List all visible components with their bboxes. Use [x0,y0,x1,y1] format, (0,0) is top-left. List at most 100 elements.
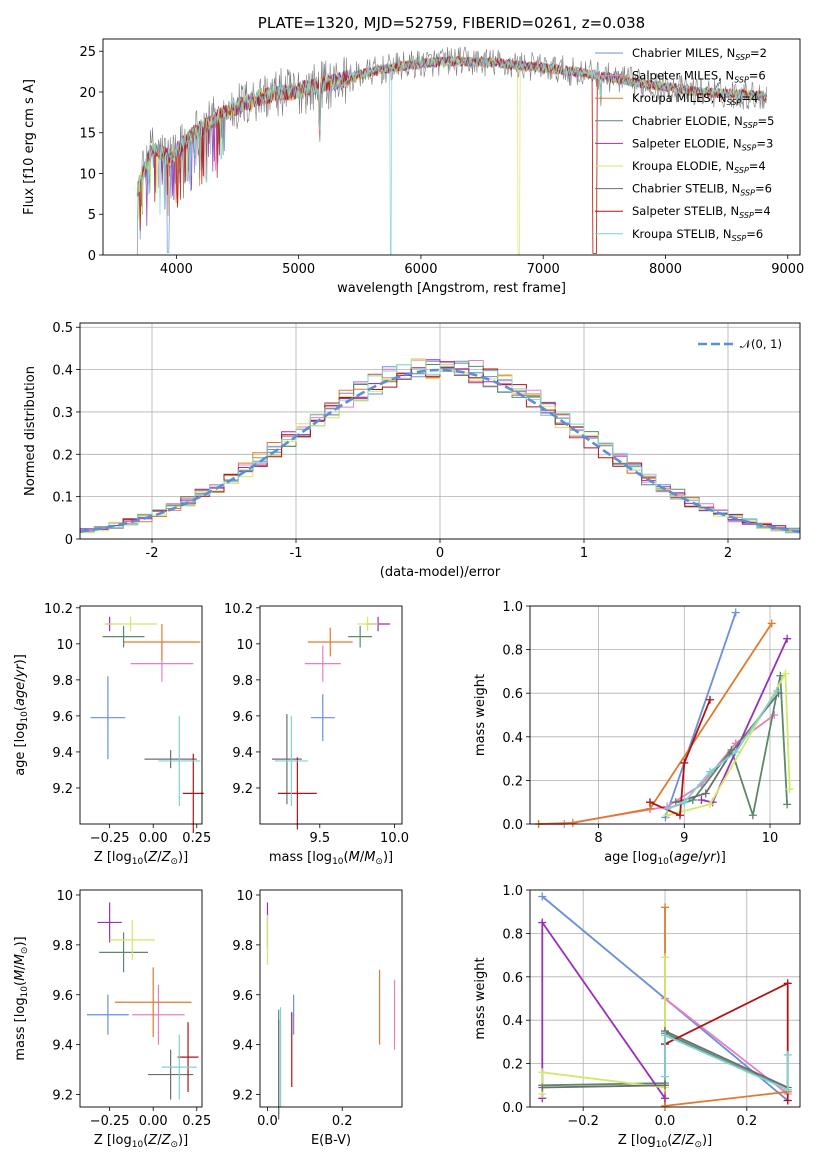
axes-frame [529,605,801,825]
axes-frame [529,889,801,1108]
y-tick-label: 10 [236,638,253,653]
x-axis-label: mass [log10(M/M⊙)] [269,850,393,867]
y-tick-label: 9.8 [232,674,253,689]
legend-label-1: Salpeter MILES, NSSP=6 [632,69,766,85]
x-tick-label: 8 [594,831,602,846]
x-tick-label: 0.00 [139,1114,168,1129]
series-line-3 [666,675,788,819]
x-axis-label: age [log10(age/yr)] [604,850,726,867]
y-tick-label: 0 [88,249,96,264]
series-line-2 [538,622,773,825]
x-tick-label: 6000 [404,262,437,277]
series-marker-7-2 [680,758,689,767]
series-marker-8-4 [772,687,781,696]
x-tick-label: 2 [724,546,732,561]
y-tick-label: 0.0 [502,818,523,833]
y-axis-label: mass weight [473,674,488,756]
y-tick-label: 0.2 [502,1058,523,1073]
x-tick-label: 0.2 [736,1114,757,1129]
y-tick-label: 0.2 [502,774,523,789]
x-tick-label: 0.2 [332,1114,353,1129]
y-axis-label: Normed distribution [23,366,38,496]
spectrum-line-7 [136,55,768,254]
y-tick-label: 20 [79,86,96,101]
legend-label-3: Chabrier ELODIE, NSSP=5 [632,114,774,130]
series-marker-6-0 [538,1083,547,1092]
axes-frame [259,889,403,1108]
x-tick-label: 9 [680,831,688,846]
series-line-8 [666,690,778,810]
series-marker-3-3 [748,811,757,820]
y-tick-label: 9.6 [52,710,73,725]
series-marker-7-3 [706,695,714,704]
y-tick-label: 0.6 [502,687,523,702]
x-tick-label: 0 [436,546,444,561]
x-axis-label: wavelength [Angstrom, rest frame] [337,281,566,296]
axes-frame [79,322,801,540]
series-line-5 [541,957,666,1094]
legend-label-5: Kroupa ELODIE, NSSP=4 [632,159,766,175]
y-tick-label: 0.8 [502,927,523,942]
legend-label-7: Salpeter STELIB, NSSP=4 [632,204,771,220]
x-axis-label: Z [log10(Z/Z⊙)] [94,1133,188,1150]
series-marker-0-0 [538,892,547,901]
series-marker-6-1 [701,789,710,798]
y-tick-label: 0.3 [52,406,73,421]
series-marker-5-2 [781,669,790,678]
x-tick-label: 0.25 [182,1114,211,1129]
series-marker-8-1 [680,798,689,807]
y-tick-label: 10.2 [224,602,253,617]
y-tick-label: 0.2 [52,448,73,463]
y-tick-label: 0.5 [52,321,73,336]
series-marker-7-2 [783,1096,792,1105]
y-tick-label: 9.8 [232,939,253,954]
y-tick-label: 9.4 [232,746,253,761]
x-tick-label: 8000 [649,262,682,277]
x-tick-label: -2 [146,546,159,561]
y-tick-label: 0.1 [52,491,73,506]
chart-title: PLATE=1320, MJD=52759, FIBERID=0261, z=0… [258,14,645,32]
series-marker-4-2 [783,634,792,643]
y-tick-label: 10 [79,167,96,182]
x-tick-label: 0.0 [655,1114,676,1129]
series-line-1 [538,714,775,825]
series-marker-5-3 [785,785,794,794]
y-axis-label: mass [log10(M/M⊙)] [13,936,30,1060]
y-tick-label: 10 [56,889,73,904]
series-line-8 [664,1034,789,1091]
normal-curve [79,368,801,533]
y-tick-label: 9.2 [52,782,73,797]
y-tick-label: 1.0 [502,600,523,615]
histogram-step-8 [79,364,800,539]
series-marker-5-1 [538,1068,547,1077]
series-marker-0-1 [731,608,740,617]
legend-label-4: Salpeter ELODIE, NSSP=3 [632,136,773,152]
x-axis-label: (data-model)/error [380,565,501,580]
y-tick-label: 10 [236,889,253,904]
x-axis-label: Z [log10(Z/Z⊙)] [618,1133,712,1150]
series-marker-1-5 [770,711,779,719]
y-tick-label: 0.6 [502,971,523,986]
series-marker-2-1 [568,818,577,827]
y-tick-label: 9.2 [232,1089,253,1104]
y-tick-label: 0 [65,533,73,548]
y-tick-label: 0.4 [502,1014,523,1029]
y-tick-label: 9.8 [52,939,73,954]
x-tick-label: 10.0 [380,831,409,846]
series-marker-7-0 [646,798,654,807]
y-tick-label: 0.4 [502,731,523,746]
series-marker-5-3 [661,953,669,962]
series-marker-6-1 [661,1081,669,1090]
y-tick-label: 0.4 [52,364,73,379]
y-axis-label: age [log10(age/yr)] [13,654,30,776]
series-line-2 [664,907,788,1107]
y-tick-label: 9.4 [52,746,73,761]
series-marker-3-4 [776,671,785,680]
y-axis-label: mass weight [473,957,488,1039]
axes-frame [259,605,403,825]
x-tick-label: −0.25 [90,1114,130,1129]
y-tick-label: 9.6 [232,989,253,1004]
x-tick-label: 0.00 [139,831,168,846]
y-tick-label: 9.6 [52,989,73,1004]
